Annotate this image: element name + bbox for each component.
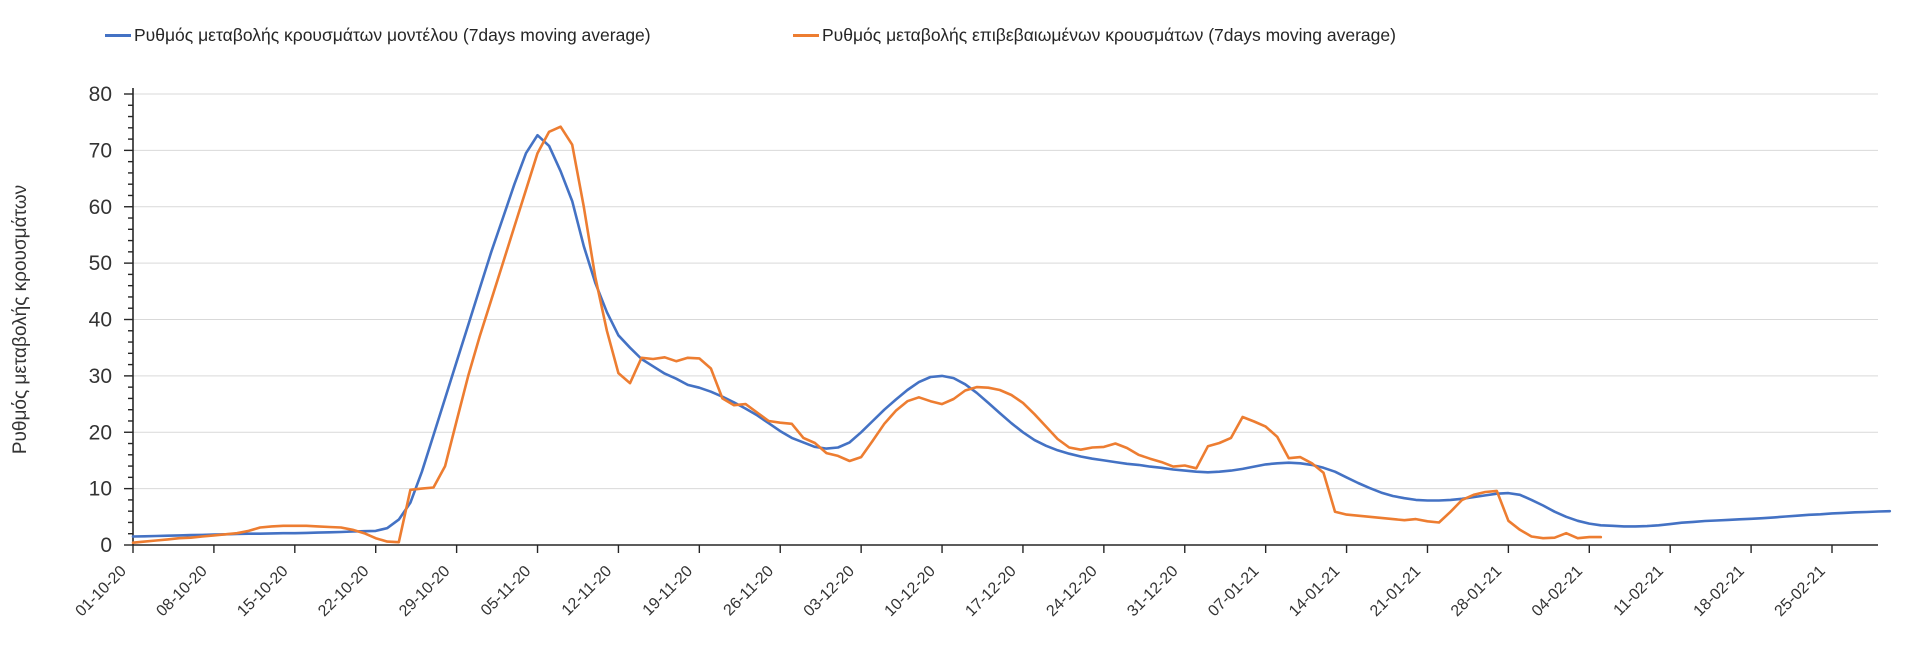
x-tick-label-08-10-20: 08-10-20	[153, 563, 210, 620]
x-tick-label-14-01-21: 14-01-21	[1286, 563, 1343, 620]
y-tick-label-70: 70	[89, 139, 112, 162]
x-tick-label-15-10-20: 15-10-20	[234, 563, 291, 620]
x-tick-label-25-02-21: 25-02-21	[1772, 563, 1829, 620]
y-tick-label-10: 10	[89, 478, 112, 501]
y-axis-title: Ρυθμός μεταβολής κρουσμάτων	[10, 185, 31, 454]
y-tick-label-40: 40	[89, 309, 112, 332]
chart-legend: Ρυθμός μεταβολής κρουσμάτων μοντέλου (7d…	[0, 22, 1920, 48]
x-tick-label-11-02-21: 11-02-21	[1611, 563, 1668, 620]
x-tick-label-21-01-21: 21-01-21	[1367, 563, 1424, 620]
y-tick-label-20: 20	[89, 421, 112, 444]
series-line-model	[131, 133, 1892, 538]
x-tick-label-22-10-20: 22-10-20	[315, 563, 372, 620]
x-tick-label-24-12-20: 24-12-20	[1043, 563, 1100, 620]
x-tick-label-12-11-20: 12-11-20	[559, 563, 616, 620]
y-tick-label-30: 30	[89, 365, 112, 388]
legend-label-model: Ρυθμός μεταβολής κρουσμάτων μοντέλου (7d…	[134, 24, 651, 45]
series-line-confirmed	[131, 125, 1603, 545]
legend-label-confirmed: Ρυθμός μεταβολής επιβεβαιωμένων κρουσμάτ…	[822, 24, 1396, 45]
y-tick-label-0: 0	[100, 534, 112, 557]
x-tick-label-01-10-20: 01-10-20	[73, 563, 130, 620]
x-tick-label-26-11-20: 26-11-20	[721, 563, 778, 620]
x-tick-label-17-12-20: 17-12-20	[962, 563, 1019, 620]
y-tick-label-80: 80	[89, 83, 112, 106]
legend-item-confirmed: Ρυθμός μεταβολής επιβεβαιωμένων κρουσμάτ…	[793, 22, 1396, 48]
x-tick-label-07-01-21: 07-01-21	[1205, 563, 1262, 620]
legend-item-model: Ρυθμός μεταβολής κρουσμάτων μοντέλου (7d…	[105, 22, 651, 48]
x-tick-label-03-12-20: 03-12-20	[801, 563, 858, 620]
x-tick-label-28-01-21: 28-01-21	[1448, 563, 1505, 620]
x-tick-label-18-02-21: 18-02-21	[1691, 563, 1748, 620]
legend-line-swatch-model	[105, 33, 131, 37]
x-tick-label-10-12-20: 10-12-20	[882, 563, 939, 620]
y-tick-label-50: 50	[89, 252, 112, 275]
x-tick-label-05-11-20: 05-11-20	[478, 563, 535, 620]
legend-line-swatch-confirmed	[793, 33, 819, 37]
x-tick-label-04-02-21: 04-02-21	[1529, 563, 1586, 620]
x-tick-label-19-11-20: 19-11-20	[640, 563, 697, 620]
x-tick-label-31-12-20: 31-12-20	[1124, 563, 1181, 620]
y-tick-label-60: 60	[89, 196, 112, 219]
x-tick-label-29-10-20: 29-10-20	[396, 563, 453, 620]
